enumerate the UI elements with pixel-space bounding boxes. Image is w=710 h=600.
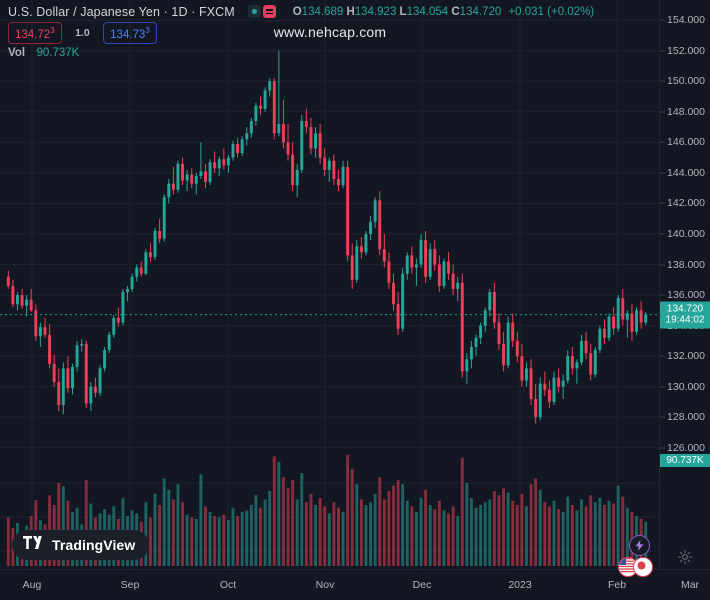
time-tick-label: Mar	[680, 579, 700, 591]
candlestick-svg	[0, 0, 660, 570]
price-tick-label: 132.000	[667, 350, 705, 363]
price-tick-label: 146.000	[667, 136, 705, 149]
time-tick-label: Aug	[22, 579, 42, 591]
price-tick-label: 148.000	[667, 105, 705, 118]
time-tick-label: Sep	[120, 579, 140, 591]
price-tick-label: 154.000	[667, 14, 705, 27]
tradingview-mark-icon	[23, 536, 45, 554]
lightning-bolt-icon[interactable]	[629, 535, 650, 556]
price-tick-label: 126.000	[667, 441, 705, 454]
price-tick-dash	[660, 416, 665, 418]
price-tick-dash	[660, 386, 665, 388]
price-tick-dash	[660, 294, 665, 296]
gear-icon[interactable]	[677, 549, 693, 565]
price-tick-dash	[660, 141, 665, 143]
price-tick-label: 142.000	[667, 197, 705, 210]
price-tick-label: 144.000	[667, 166, 705, 179]
time-tick-label: Feb	[607, 579, 627, 591]
price-tick-dash	[660, 111, 665, 113]
price-tick-label: 138.000	[667, 258, 705, 271]
price-tick-dash	[660, 172, 665, 174]
price-tick-dash	[660, 50, 665, 52]
price-tick-label: 130.000	[667, 380, 705, 393]
symbol-flags[interactable]	[618, 557, 653, 577]
price-tick-dash	[660, 80, 665, 82]
price-tick-label: 128.000	[667, 411, 705, 424]
japan-flag-icon	[633, 557, 653, 577]
price-tick-label: 136.000	[667, 289, 705, 302]
current-price-value: 134.720	[666, 303, 704, 315]
time-tick-label: Dec	[412, 579, 432, 591]
volume-value-badge: 90.737K	[660, 453, 710, 467]
tradingview-logo[interactable]: TradingView	[12, 530, 150, 560]
time-axis[interactable]: Aug Sep Oct Nov Dec 2023 Feb Mar	[0, 569, 710, 600]
price-tick-dash	[660, 264, 665, 266]
price-axis[interactable]: 126.000128.000130.000132.000134.000136.0…	[659, 0, 710, 570]
price-tick-dash	[660, 447, 665, 449]
current-price-badge: 134.720 19:44:02	[660, 301, 710, 329]
price-tick-dash	[660, 202, 665, 204]
time-tick-label: Nov	[315, 579, 335, 591]
price-tick-label: 152.000	[667, 44, 705, 57]
time-tick-label: 2023	[508, 579, 532, 591]
time-tick-label: Oct	[219, 579, 237, 591]
chart-plot-area[interactable]	[0, 0, 660, 570]
price-tick-label: 140.000	[667, 228, 705, 240]
bar-countdown: 19:44:02	[665, 314, 705, 326]
price-tick-dash	[660, 233, 665, 235]
price-tick-dash	[660, 19, 665, 21]
tradingview-logo-text: TradingView	[52, 537, 136, 553]
price-tick-label: 150.000	[667, 75, 705, 88]
price-tick-dash	[660, 355, 665, 357]
